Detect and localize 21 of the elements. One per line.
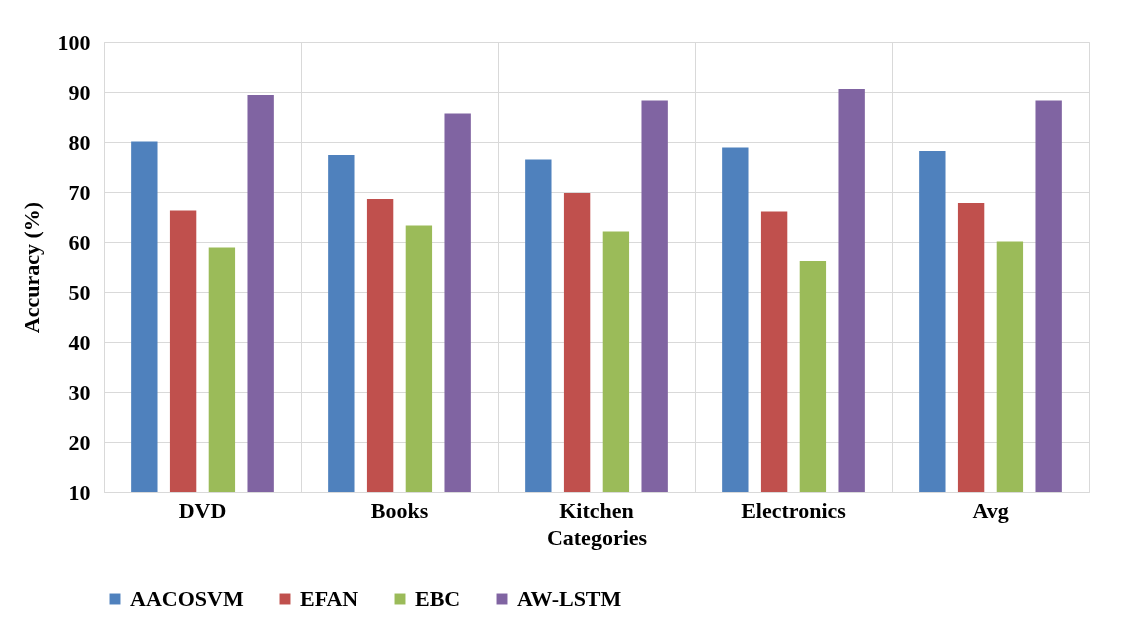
- y-tick-label: 50: [68, 279, 91, 305]
- y-tick-label: 90: [68, 79, 91, 105]
- y-tick-label: 10: [68, 479, 91, 505]
- x-tick-label: DVD: [178, 497, 227, 523]
- legend-label: AW-LSTM: [517, 586, 622, 611]
- y-axis-title: Accuracy (%): [18, 201, 44, 334]
- y-tick-label: 30: [68, 379, 91, 405]
- y-tick-label: 60: [68, 229, 91, 255]
- legend-label: AACOSVM: [130, 586, 244, 611]
- x-tick-label: Kitchen: [559, 497, 634, 523]
- y-tick-label: 20: [68, 429, 91, 455]
- y-tick-label: 40: [68, 329, 91, 355]
- y-tick-label: 70: [68, 179, 91, 205]
- x-tick-label: Electronics: [741, 497, 847, 523]
- legend-label: EFAN: [300, 586, 359, 611]
- x-axis-title: Categories: [546, 524, 648, 550]
- legend-label: EBC: [415, 586, 461, 611]
- y-tick-label: 80: [68, 129, 91, 155]
- x-tick-label: Books: [370, 497, 429, 523]
- x-tick-label: Avg: [972, 497, 1009, 523]
- y-tick-label: 100: [57, 29, 91, 55]
